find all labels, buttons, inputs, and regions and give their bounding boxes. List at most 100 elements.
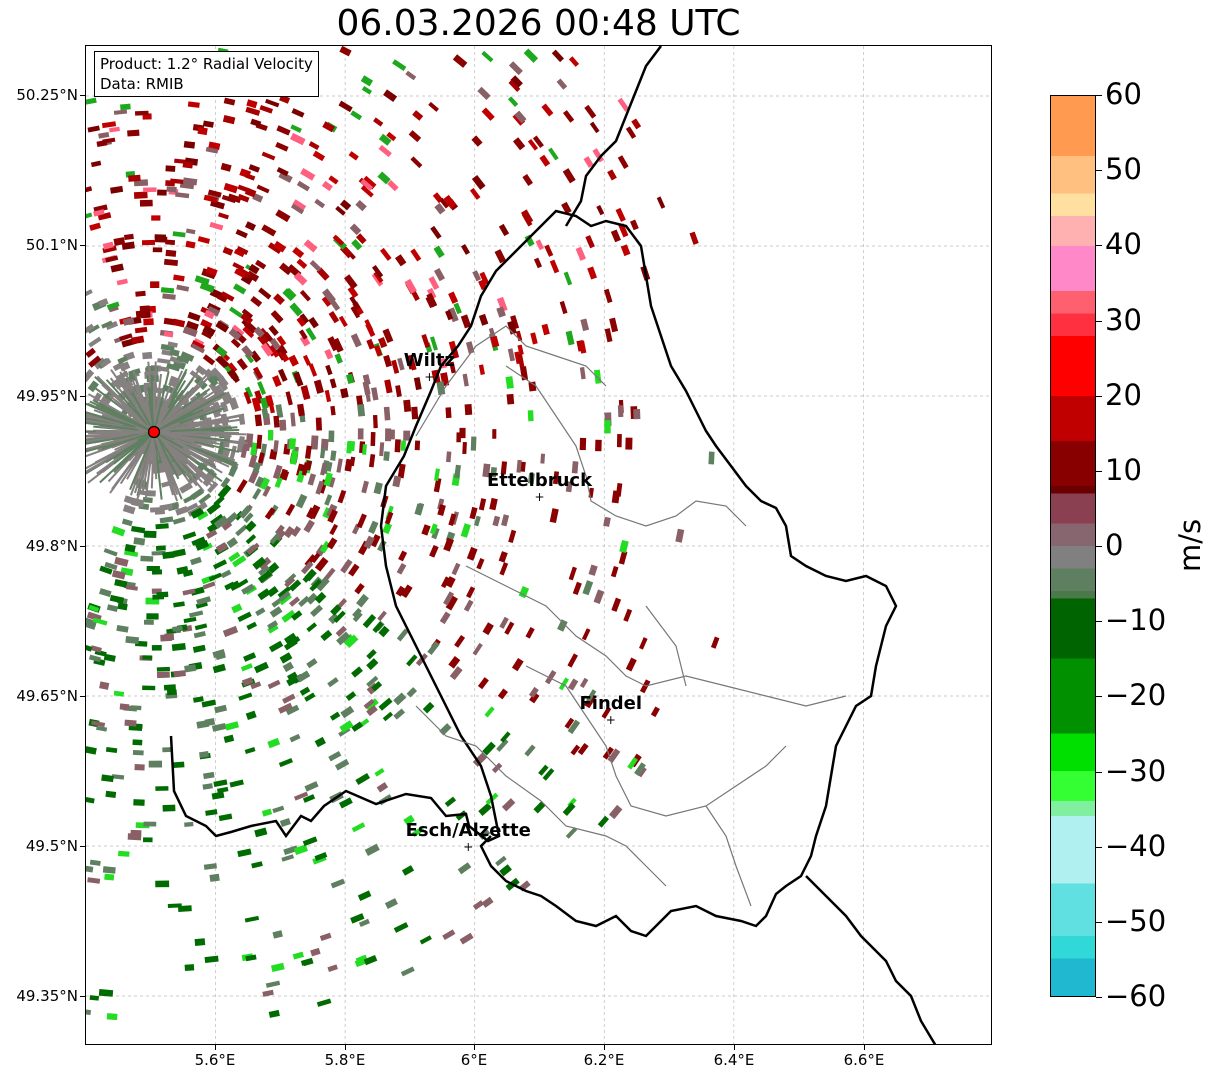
velocity-gate [86,289,93,299]
velocity-gate [187,101,200,108]
velocity-gate [102,137,116,144]
velocity-gate [259,104,273,114]
velocity-gate [366,675,379,688]
colorbar-tick-mark [1096,245,1102,247]
velocity-gate [267,737,281,749]
velocity-gate [395,385,402,398]
velocity-gate [215,542,228,554]
velocity-gate [212,649,226,659]
velocity-gate [396,562,407,575]
colorbar-segment [1051,658,1095,734]
velocity-gate [308,316,319,329]
radar-map[interactable]: + Wiltz + Ettelbruck + Findel + Esch/Alzette [85,45,992,1045]
velocity-gate [283,845,299,856]
velocity-gate [299,686,311,696]
city-markers: +Wiltz+Ettelbruck+Findel+Esch/Alzette [404,350,642,854]
velocity-gate [439,611,451,625]
velocity-gate [122,504,136,515]
velocity-gate [87,324,100,334]
velocity-gate [293,272,308,286]
velocity-gate [552,471,560,485]
velocity-gate [258,565,270,576]
velocity-gate [86,186,93,194]
velocity-gate [370,432,376,446]
velocity-gate [117,602,128,611]
velocity-gate [372,264,384,279]
velocity-gate [278,590,291,602]
velocity-gate [89,222,101,231]
velocity-gate [105,321,119,330]
velocity-gate [104,561,118,571]
velocity-gate [477,86,491,101]
near-zero-ray [153,371,170,433]
velocity-gate [209,221,224,231]
velocity-gate [385,428,392,442]
velocity-gate [587,266,597,280]
near-zero-ray [153,431,214,488]
velocity-gate [278,171,293,183]
colorbar-gradient [1051,96,1095,996]
velocity-gate [597,815,610,828]
y-tick-mark [80,245,85,246]
x-tick-mark [864,1045,865,1050]
velocity-gate [165,239,176,246]
y-tick-label: 49.5°N [25,837,78,855]
velocity-gate [172,625,183,632]
velocity-gate [171,642,186,652]
velocity-gate [656,196,666,209]
velocity-gate [470,436,477,451]
velocity-gate [412,110,424,121]
velocity-gate [585,235,595,249]
velocity-gate [619,539,629,554]
velocity-gate [528,686,539,698]
velocity-gate [285,503,296,516]
velocity-gate [551,49,564,63]
y-tick-label: 49.8°N [25,537,78,555]
velocity-gate [428,276,440,291]
luxembourg-border [169,209,898,938]
velocity-gate [98,298,109,307]
radar-site-dot [147,425,161,439]
velocity-gate [185,240,196,249]
velocity-gate [305,327,317,341]
colorbar-segment [1051,156,1095,194]
velocity-gate [515,330,523,342]
velocity-gate [411,826,425,838]
velocity-gate [133,537,146,546]
velocity-gate [448,655,461,669]
velocity-gate [204,955,219,963]
velocity-gate [257,556,272,570]
colorbar-segment [1051,96,1095,157]
velocity-gate [111,774,125,780]
velocity-gate [616,434,622,448]
velocity-gate [406,687,418,698]
velocity-gate [299,335,311,347]
velocity-gate [250,681,262,690]
velocity-gate [191,536,206,546]
city-label: Findel [579,693,642,714]
velocity-gate [88,604,100,613]
velocity-gate [303,239,318,253]
velocity-gate [279,818,291,827]
velocity-gate [296,180,310,192]
velocity-gate [88,654,102,663]
colorbar-segment [1051,568,1095,592]
velocity-gate [232,262,245,271]
velocity-gate [244,747,256,754]
velocity-gate [162,747,173,753]
velocity-gate [170,178,184,185]
velocity-gate [431,527,440,540]
velocity-gate [383,354,393,368]
velocity-gate [324,389,332,403]
velocity-gate [512,137,526,151]
velocity-gate [269,449,278,460]
velocity-gate [202,354,216,366]
velocity-gate [235,524,248,537]
velocity-gate [87,380,99,393]
velocity-gate [182,161,194,169]
velocity-gate [478,313,489,326]
velocity-gate [244,187,257,198]
velocity-gate [209,873,220,882]
velocity-gate [377,610,387,622]
velocity-gate [295,493,308,509]
